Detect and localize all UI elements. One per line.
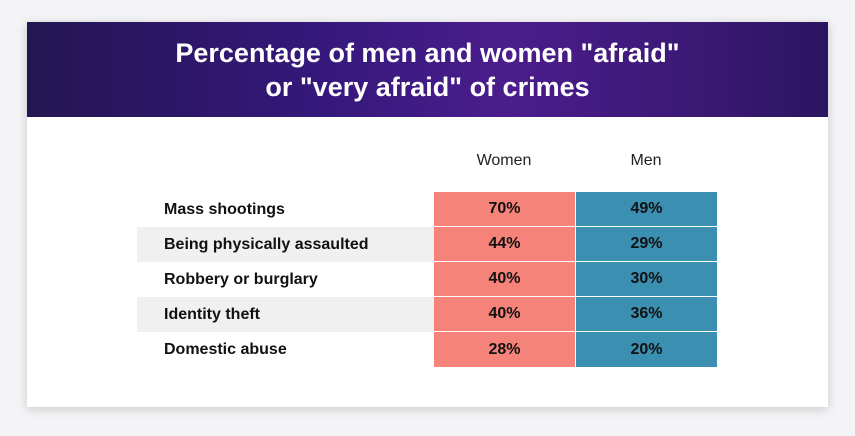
women-value-cell: 28%	[434, 332, 575, 367]
men-value-cell: 49%	[576, 192, 717, 227]
column-header-women: Women	[476, 152, 532, 169]
row-label: Domestic abuse	[164, 340, 287, 358]
column-header-men: Men	[630, 152, 662, 169]
women-value-cell: 44%	[434, 227, 575, 262]
men-value-cell: 29%	[576, 227, 717, 262]
row-label: Robbery or burglary	[164, 270, 318, 288]
women-value-cell: 40%	[434, 262, 575, 297]
row-label: Identity theft	[137, 297, 434, 332]
chart-card: Percentage of men and women "afraid" or …	[27, 22, 828, 407]
title-banner: Percentage of men and women "afraid" or …	[27, 22, 828, 117]
table-row: Robbery or burglary 40% 30%	[137, 262, 717, 297]
men-value-cell: 30%	[576, 262, 717, 297]
women-value-cell: 70%	[434, 192, 575, 227]
row-label: Mass shootings	[164, 200, 285, 218]
men-value-cell: 20%	[576, 332, 717, 367]
women-value-cell: 40%	[434, 297, 575, 332]
table-row: Being physically assaulted 44% 29%	[137, 227, 717, 262]
row-label: Being physically assaulted	[137, 227, 434, 262]
table-row: Domestic abuse 28% 20%	[137, 332, 717, 367]
men-value-cell: 36%	[576, 297, 717, 332]
chart-title: Percentage of men and women "afraid" or …	[175, 37, 680, 102]
table-row: Identity theft 40% 36%	[137, 297, 717, 332]
table-row: Mass shootings 70% 49%	[137, 192, 717, 227]
